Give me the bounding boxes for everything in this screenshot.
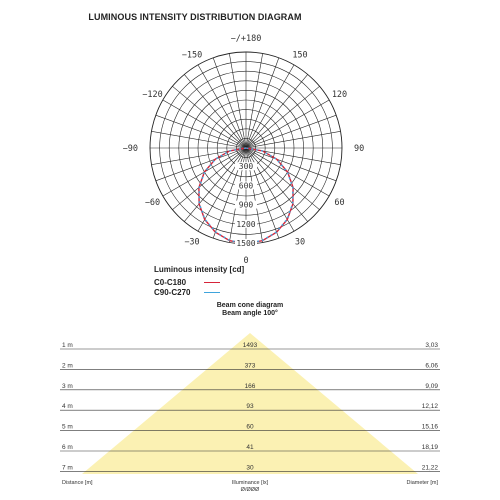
grid-spoke	[172, 86, 247, 149]
legend-item-c90-c270: C90-C270	[154, 287, 244, 297]
scale-label: 1200	[236, 220, 255, 229]
grid-spoke	[245, 99, 330, 149]
scale-label: 1500	[236, 239, 255, 248]
footer-distance-label: Distance [m]	[62, 480, 93, 486]
illuminance-value: 373	[245, 362, 256, 369]
illuminance-value: 93	[246, 403, 254, 410]
scale-label-bg	[235, 200, 257, 209]
polar-intensity-diagram: −/+180−150 150−120 120−90 90−60 60−30 3003006…	[123, 34, 365, 266]
scale-label: 600	[239, 181, 254, 190]
beam-cone-heading: Beam cone diagram Beam angle 100°	[190, 302, 310, 318]
grid-spoke	[245, 57, 280, 149]
grid-spoke	[197, 64, 247, 149]
scale-label: 900	[239, 201, 254, 210]
distance-label: 3 m	[62, 383, 73, 390]
distance-label: 7 m	[62, 464, 73, 471]
angle-label: −30	[184, 238, 199, 248]
grid-spoke	[245, 147, 295, 232]
illuminance-value: 30	[246, 464, 254, 471]
grid-spoke	[245, 131, 341, 149]
grid-spoke	[245, 147, 337, 182]
beam-rows: 1 m 1493 3,03 2 m 373 6,06 3 m 166 9,09 4 m 93 12,1…	[60, 342, 440, 472]
diameter-value: 9,09	[425, 383, 438, 390]
illuminance-value: 41	[246, 444, 254, 451]
angle-label: 0	[243, 256, 248, 266]
legend-swatch	[204, 291, 220, 293]
distance-label: 5 m	[62, 424, 73, 431]
diameter-value: 3,03	[425, 342, 438, 349]
grid-spoke	[245, 74, 308, 149]
distance-label: 2 m	[62, 362, 73, 369]
distance-label: 4 m	[62, 403, 73, 410]
grid-spoke	[245, 64, 295, 149]
grid-spoke	[245, 86, 320, 149]
distance-label: 1 m	[62, 342, 73, 349]
distance-label: 6 m	[62, 444, 73, 451]
scale-label-bg	[235, 181, 257, 190]
diameter-value: 21,22	[422, 464, 439, 471]
illuminance-value: 166	[245, 383, 256, 390]
polar-labels: −/+180−150 150−120 120−90 90−60 60−30 3003006…	[123, 34, 365, 266]
scale-label-bg	[235, 162, 257, 171]
angle-label: −150	[182, 51, 202, 61]
legend-heading: Luminous intensity [cd]	[154, 265, 245, 274]
angle-label: −60	[145, 198, 160, 208]
legend-label: C90-C270	[154, 287, 191, 297]
scale-label-bg	[235, 219, 257, 228]
beam-cone-title: Beam cone diagram	[216, 302, 284, 309]
footer-diameter-label: Diameter [m]	[407, 480, 439, 486]
beam-angle-text: Beam angle 100°	[222, 310, 278, 317]
grid-spoke	[184, 147, 247, 222]
angle-label: 30	[295, 238, 305, 248]
grid-spoke	[245, 114, 337, 149]
beam-cone	[82, 333, 418, 474]
angle-label: 150	[292, 51, 307, 61]
illuminance-value: 60	[246, 424, 254, 431]
angle-label: 120	[332, 90, 347, 100]
legend-label: C0-C180	[154, 277, 187, 287]
angle-label: −90	[123, 144, 138, 154]
angle-label: 90	[354, 144, 364, 154]
angle-label: −120	[142, 90, 162, 100]
illuminance-value: 1493	[243, 342, 258, 349]
diameter-value: 6,06	[425, 362, 438, 369]
grid-spoke	[155, 114, 247, 149]
angle-label: 60	[334, 198, 344, 208]
grid-spoke	[245, 53, 263, 149]
diameter-value: 18,19	[422, 444, 439, 451]
scale-label-bg	[235, 239, 257, 247]
diameter-value: 12,12	[422, 403, 439, 410]
footer-illuminance-sub: Ø/ØØØ	[241, 487, 260, 493]
grid-spoke	[197, 147, 247, 232]
grid-spoke	[162, 99, 247, 149]
legend: Luminous intensity [cd] C0-C180 C90-C270	[154, 265, 244, 297]
grid-spoke	[151, 131, 247, 149]
grid-spoke	[245, 147, 320, 210]
grid-spoke	[184, 74, 247, 149]
angle-label: −/+180	[231, 34, 262, 44]
footer-illuminance-label: Illuminance [lx]	[232, 480, 269, 486]
diameter-value: 15,16	[422, 424, 439, 431]
diagram-title: LUMINOUS INTENSITY DISTRIBUTION DIAGRAM	[88, 12, 302, 22]
legend-swatch	[204, 281, 220, 283]
grid-spoke	[155, 147, 247, 182]
legend-item-c0-c180: C0-C180	[154, 277, 244, 287]
grid-spoke	[245, 147, 308, 222]
grid-spoke	[229, 53, 247, 149]
scale-label: 300	[239, 162, 254, 171]
grid-spoke	[172, 147, 247, 210]
grid-spoke	[212, 57, 247, 149]
